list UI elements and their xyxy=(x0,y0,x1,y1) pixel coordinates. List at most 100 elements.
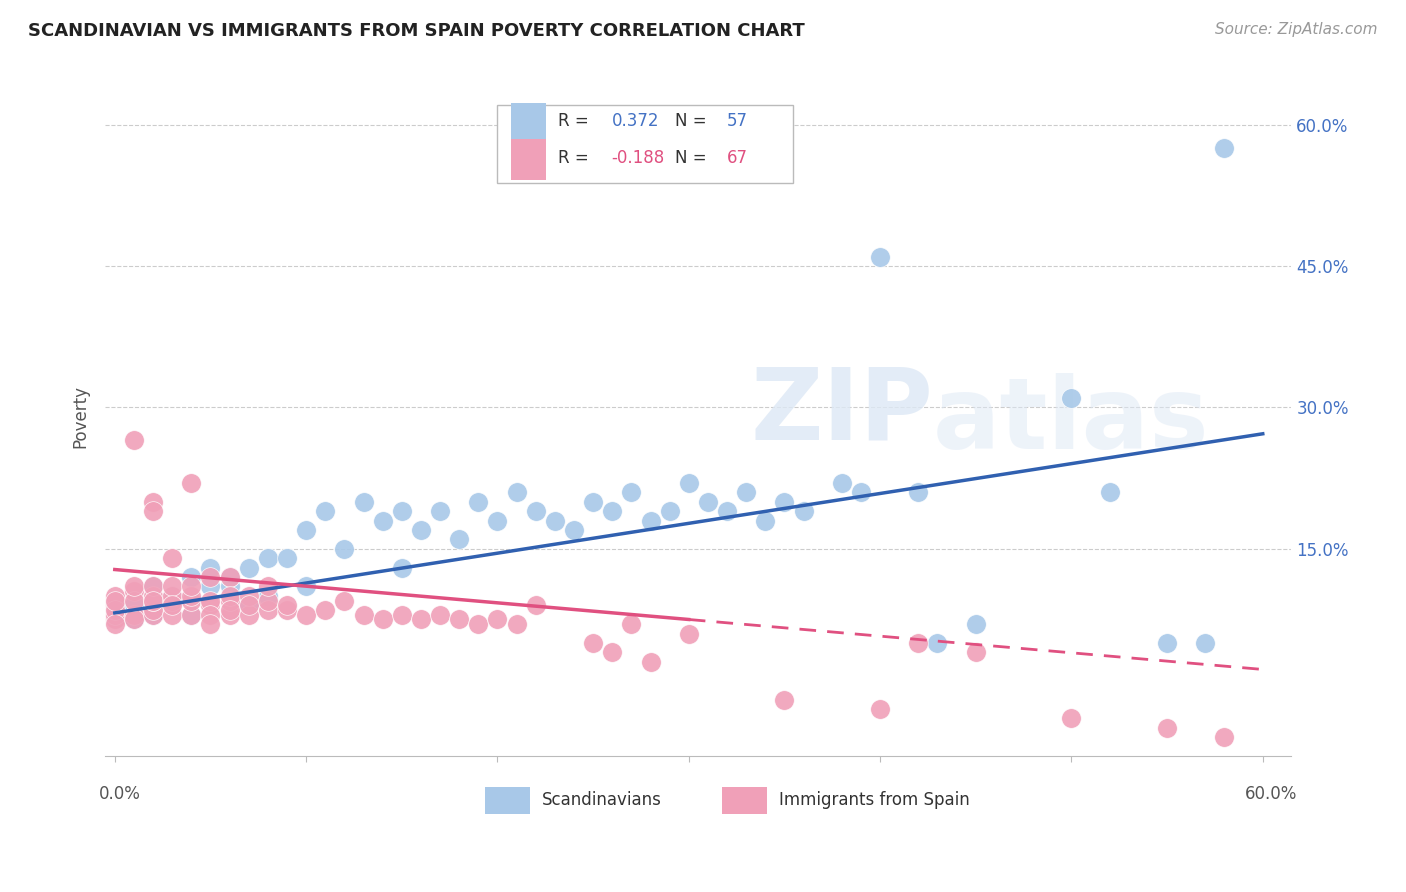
Point xyxy=(200,599,222,613)
Text: ZIP: ZIP xyxy=(751,364,934,460)
Text: atlas: atlas xyxy=(934,373,1209,470)
Point xyxy=(658,504,681,518)
Point xyxy=(333,541,356,556)
Point xyxy=(218,589,240,603)
Point xyxy=(620,617,643,632)
Point xyxy=(831,475,853,490)
Point xyxy=(142,607,165,622)
Point xyxy=(256,551,278,566)
Point xyxy=(735,485,758,500)
Text: 60.0%: 60.0% xyxy=(1246,784,1298,803)
Point xyxy=(869,702,891,716)
Text: R =: R = xyxy=(558,112,595,130)
Point xyxy=(696,494,718,508)
Point xyxy=(907,485,929,500)
Point xyxy=(276,551,298,566)
Point xyxy=(276,599,298,613)
Point xyxy=(449,612,471,626)
Point xyxy=(429,607,451,622)
Point xyxy=(180,570,202,584)
Point xyxy=(371,612,394,626)
Point xyxy=(1213,141,1236,155)
Point xyxy=(142,593,165,607)
Point xyxy=(716,504,738,518)
Point xyxy=(122,580,145,594)
Point xyxy=(180,607,202,622)
FancyBboxPatch shape xyxy=(496,104,793,183)
Point xyxy=(104,607,127,622)
Point xyxy=(640,655,662,669)
Point xyxy=(142,504,165,518)
Point xyxy=(200,580,222,594)
Point xyxy=(218,607,240,622)
Point xyxy=(160,607,183,622)
Point xyxy=(678,626,700,640)
Point xyxy=(142,607,165,622)
Point xyxy=(122,434,145,448)
Point xyxy=(200,560,222,574)
Point xyxy=(927,636,949,650)
Point xyxy=(314,504,336,518)
Point xyxy=(849,485,872,500)
Point xyxy=(256,603,278,617)
Point xyxy=(353,607,375,622)
Point xyxy=(773,692,796,706)
Point xyxy=(409,612,432,626)
Point xyxy=(678,475,700,490)
Point xyxy=(218,603,240,617)
Point xyxy=(754,514,776,528)
Point xyxy=(122,607,145,622)
Point xyxy=(256,593,278,607)
Point xyxy=(467,617,489,632)
Text: -0.188: -0.188 xyxy=(612,149,665,167)
Point xyxy=(524,504,547,518)
Point xyxy=(295,607,318,622)
Point xyxy=(180,607,202,622)
Text: 67: 67 xyxy=(727,149,748,167)
Point xyxy=(1098,485,1121,500)
Point xyxy=(104,599,127,613)
Point xyxy=(582,636,605,650)
FancyBboxPatch shape xyxy=(510,139,547,180)
Point xyxy=(409,523,432,537)
Point xyxy=(218,570,240,584)
Point xyxy=(104,617,127,632)
Point xyxy=(467,494,489,508)
Point xyxy=(200,617,222,632)
Text: 57: 57 xyxy=(727,112,748,130)
Point xyxy=(160,599,183,613)
Point xyxy=(160,593,183,607)
Point xyxy=(640,514,662,528)
Point xyxy=(142,603,165,617)
Point xyxy=(793,504,815,518)
Point xyxy=(218,593,240,607)
Point xyxy=(486,612,509,626)
Point xyxy=(180,589,202,603)
Point xyxy=(449,533,471,547)
Point xyxy=(907,636,929,650)
Point xyxy=(238,607,260,622)
Point xyxy=(200,570,222,584)
Point xyxy=(295,523,318,537)
Point xyxy=(238,599,260,613)
Point xyxy=(486,514,509,528)
Point xyxy=(238,589,260,603)
Point xyxy=(104,603,127,617)
Point xyxy=(600,645,623,659)
Point xyxy=(104,589,127,603)
Point xyxy=(238,560,260,574)
Point xyxy=(218,580,240,594)
Point xyxy=(200,607,222,622)
Point xyxy=(180,593,202,607)
Point xyxy=(562,523,585,537)
Point xyxy=(104,593,127,607)
Point xyxy=(160,589,183,603)
Point xyxy=(582,494,605,508)
Text: Scandinavians: Scandinavians xyxy=(541,791,662,809)
Point xyxy=(391,560,413,574)
Point xyxy=(256,580,278,594)
Point xyxy=(160,580,183,594)
Point xyxy=(1156,721,1178,735)
Point xyxy=(965,645,987,659)
Point xyxy=(122,584,145,599)
